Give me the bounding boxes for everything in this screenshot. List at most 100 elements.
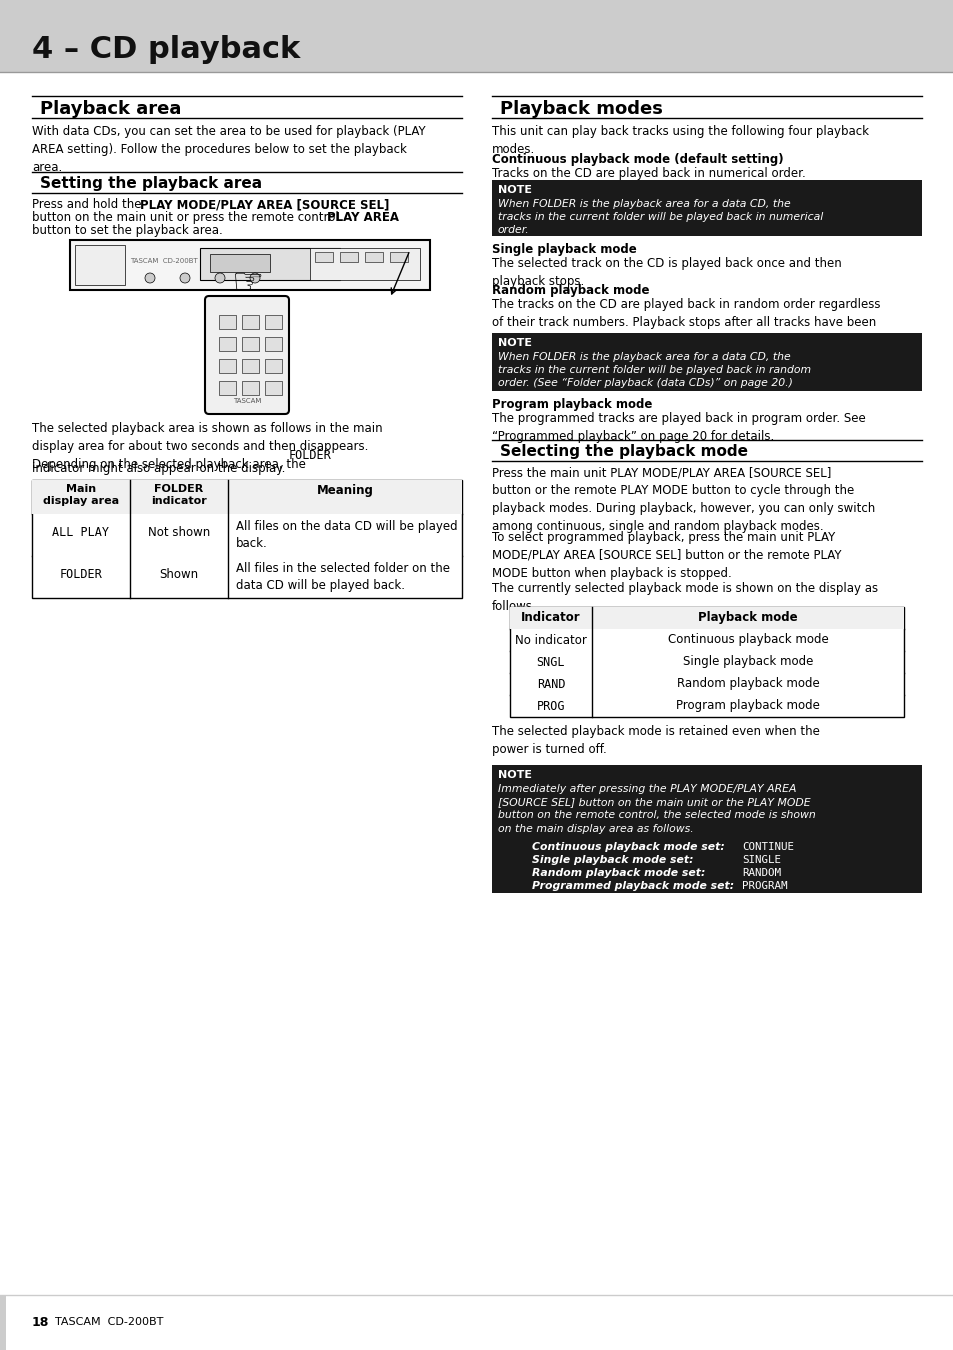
Text: The programmed tracks are played back in program order. See
“Programmed playback: The programmed tracks are played back in… <box>492 412 864 443</box>
Text: Playback modes: Playback modes <box>499 100 662 117</box>
Text: Continuous playback mode: Continuous playback mode <box>667 633 827 647</box>
Text: Program playback mode: Program playback mode <box>492 398 652 410</box>
Text: indicator might also appear on the display.: indicator might also appear on the displ… <box>32 462 285 475</box>
Bar <box>510 608 903 717</box>
Text: Tracks on the CD are played back in numerical order.: Tracks on the CD are played back in nume… <box>492 167 805 180</box>
Circle shape <box>180 273 190 284</box>
Text: NOTE: NOTE <box>497 185 532 194</box>
Text: PROG: PROG <box>537 699 565 713</box>
Bar <box>70 240 430 290</box>
Text: The tracks on the CD are played back in random order regardless
of their track n: The tracks on the CD are played back in … <box>492 298 880 347</box>
Text: TASCAM  CD-200BT: TASCAM CD-200BT <box>55 1318 163 1327</box>
Text: SNGL: SNGL <box>537 656 565 668</box>
Text: PLAY MODE/PLAY AREA [SOURCE SEL]: PLAY MODE/PLAY AREA [SOURCE SEL] <box>140 198 389 211</box>
Bar <box>219 315 235 329</box>
Text: Shown: Shown <box>159 568 198 580</box>
Text: All files on the data CD will be played
back.: All files on the data CD will be played … <box>235 520 457 549</box>
Text: SINGLE: SINGLE <box>741 855 781 865</box>
Text: Continuous playback mode (default setting): Continuous playback mode (default settin… <box>492 153 782 166</box>
Bar <box>510 608 903 629</box>
Text: Selecting the playback mode: Selecting the playback mode <box>499 444 747 459</box>
Bar <box>219 338 235 351</box>
Bar <box>242 381 258 396</box>
Bar <box>0 0 953 72</box>
Text: The currently selected playback mode is shown on the display as
follows.: The currently selected playback mode is … <box>492 582 877 613</box>
Text: button to set the playback area.: button to set the playback area. <box>32 224 222 238</box>
Bar <box>314 252 333 262</box>
Bar <box>210 254 270 271</box>
Text: RAND: RAND <box>537 678 565 690</box>
Text: RANDOM: RANDOM <box>741 868 781 878</box>
Text: TASCAM: TASCAM <box>233 398 261 404</box>
Text: Random playback mode: Random playback mode <box>676 678 819 690</box>
Text: Main
display area: Main display area <box>43 485 119 506</box>
Text: PROGRAM: PROGRAM <box>741 882 786 891</box>
Text: With data CDs, you can set the area to be used for playback (PLAY
AREA setting).: With data CDs, you can set the area to b… <box>32 126 425 174</box>
Bar <box>242 315 258 329</box>
Text: Single playback mode set:: Single playback mode set: <box>532 855 693 865</box>
Text: Single playback mode: Single playback mode <box>682 656 812 668</box>
Text: The selected playback mode is retained even when the
power is turned off.: The selected playback mode is retained e… <box>492 725 819 756</box>
Text: FOLDER: FOLDER <box>289 450 332 462</box>
Bar <box>200 248 339 279</box>
Text: Continuous playback mode set:: Continuous playback mode set: <box>532 842 724 852</box>
Text: All files in the selected folder on the
data CD will be played back.: All files in the selected folder on the … <box>235 562 450 593</box>
Text: Press and hold the: Press and hold the <box>32 198 145 211</box>
Circle shape <box>214 273 225 284</box>
Text: FOLDER
indicator: FOLDER indicator <box>151 485 207 506</box>
Text: Program playback mode: Program playback mode <box>676 699 819 713</box>
Text: Playback mode: Playback mode <box>698 612 797 624</box>
Text: ☞: ☞ <box>232 265 264 298</box>
Text: FOLDER: FOLDER <box>59 568 102 580</box>
Text: Meaning: Meaning <box>316 485 373 497</box>
Text: CONTINUE: CONTINUE <box>741 842 793 852</box>
Text: To select programmed playback, press the main unit PLAY
MODE/PLAY AREA [SOURCE S: To select programmed playback, press the… <box>492 531 841 580</box>
Text: PLAY AREA: PLAY AREA <box>327 211 398 224</box>
Bar <box>32 481 461 598</box>
Bar <box>339 252 357 262</box>
Text: No indicator: No indicator <box>515 633 586 647</box>
Bar <box>390 252 408 262</box>
Text: ALL PLAY: ALL PLAY <box>52 526 110 539</box>
Text: Playback area: Playback area <box>40 100 181 117</box>
Text: The selected playback area is shown as follows in the main
display area for abou: The selected playback area is shown as f… <box>32 423 382 471</box>
Bar <box>219 359 235 373</box>
Text: When FOLDER is the playback area for a data CD, the
tracks in the current folder: When FOLDER is the playback area for a d… <box>497 352 810 389</box>
Text: When FOLDER is the playback area for a data CD, the
tracks in the current folder: When FOLDER is the playback area for a d… <box>497 198 822 235</box>
Text: Indicator: Indicator <box>520 612 580 624</box>
Circle shape <box>250 273 260 284</box>
Text: The selected track on the CD is played back once and then
playback stops.: The selected track on the CD is played b… <box>492 256 841 288</box>
Bar <box>32 481 461 514</box>
Bar <box>0 1295 6 1350</box>
Bar <box>492 180 921 236</box>
Text: 4 – CD playback: 4 – CD playback <box>32 35 300 63</box>
Text: TASCAM  CD-200BT: TASCAM CD-200BT <box>130 258 197 265</box>
Bar <box>265 359 282 373</box>
Text: Random playback mode set:: Random playback mode set: <box>532 868 704 878</box>
Bar <box>492 765 921 892</box>
Text: Random playback mode: Random playback mode <box>492 284 649 297</box>
Text: Press the main unit PLAY MODE/PLAY AREA [SOURCE SEL]
button or the remote PLAY M: Press the main unit PLAY MODE/PLAY AREA … <box>492 466 874 533</box>
Text: Single playback mode: Single playback mode <box>492 243 636 256</box>
Bar <box>242 359 258 373</box>
Text: Programmed playback mode set:: Programmed playback mode set: <box>532 882 734 891</box>
Text: Setting the playback area: Setting the playback area <box>40 176 262 190</box>
Bar <box>242 338 258 351</box>
Text: button on the main unit or press the remote control: button on the main unit or press the rem… <box>32 211 342 224</box>
Bar <box>219 381 235 396</box>
Bar <box>75 244 125 285</box>
Bar <box>265 315 282 329</box>
Text: Not shown: Not shown <box>148 526 210 539</box>
Bar <box>310 248 419 279</box>
FancyBboxPatch shape <box>205 296 289 414</box>
Text: This unit can play back tracks using the following four playback
modes.: This unit can play back tracks using the… <box>492 126 868 157</box>
Bar <box>265 338 282 351</box>
Text: NOTE: NOTE <box>497 769 532 780</box>
Text: Immediately after pressing the PLAY MODE/PLAY AREA
[SOURCE SEL] button on the ma: Immediately after pressing the PLAY MODE… <box>497 784 815 833</box>
Bar <box>265 381 282 396</box>
Circle shape <box>145 273 154 284</box>
Bar <box>365 252 382 262</box>
Bar <box>492 333 921 391</box>
Text: NOTE: NOTE <box>497 338 532 348</box>
Text: 18: 18 <box>32 1315 50 1328</box>
